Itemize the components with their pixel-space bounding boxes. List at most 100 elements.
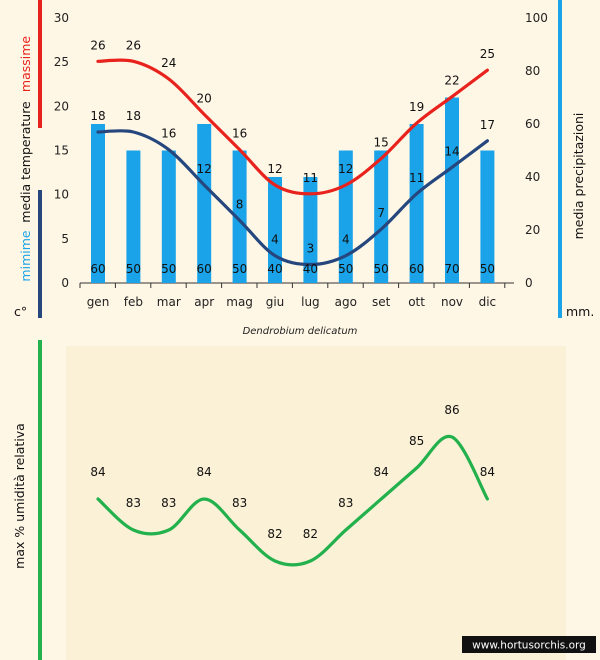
left-tick-label: 15 — [54, 144, 69, 158]
left-tick-label: 10 — [54, 188, 69, 202]
humidity-label: 84 — [480, 465, 495, 479]
min-temperature-label: 18 — [90, 109, 105, 123]
x-tick-label: mag — [226, 295, 253, 309]
x-tick-label: ott — [408, 295, 425, 309]
precipitation-label: 50 — [374, 262, 389, 276]
max-temperature-line — [96, 58, 489, 196]
x-tick-label: mar — [157, 295, 181, 309]
watermark: www.hortusorchis.org — [472, 640, 586, 652]
humidity-label: 85 — [409, 434, 424, 448]
min-temperature-label: 3 — [307, 242, 315, 256]
right-tick-label: 40 — [525, 170, 540, 184]
x-tick-label: set — [372, 295, 391, 309]
precipitation-bar — [126, 150, 141, 283]
humidity-panel-background — [66, 346, 566, 660]
precipitation-label: 50 — [161, 262, 176, 276]
x-tick-label: lug — [301, 295, 320, 309]
precipitation-label: 40 — [267, 262, 282, 276]
left-tick-label: 25 — [54, 55, 69, 69]
right-axis-color-bar — [558, 0, 562, 318]
chart-title: Dendrobium delicatum — [243, 326, 358, 337]
temperature-axis: 0 5 10 15 20 25 30 0 20 40 60 80 100 gen feb mar apr mag g… — [54, 11, 548, 309]
precipitation-bar — [232, 150, 247, 283]
left-tick-label: 20 — [54, 99, 69, 113]
left-tick-label: 5 — [61, 232, 69, 246]
precipitation-bar — [91, 124, 105, 283]
right-tick-label: 0 — [525, 276, 533, 290]
right-axis-title: media precipitazioni — [571, 113, 586, 240]
humidity-label: 83 — [338, 496, 353, 510]
humidity-label: 83 — [161, 496, 176, 510]
min-temperature-line — [96, 129, 489, 267]
min-temperature-label: 4 — [271, 233, 279, 247]
min-temperature-label: 17 — [480, 118, 495, 132]
precipitation-bar — [445, 97, 459, 283]
precipitation-label: 50 — [232, 262, 247, 276]
humidity-label: 86 — [444, 403, 459, 417]
left-axis-color-bar-min — [38, 190, 42, 318]
x-tick-label: apr — [194, 295, 214, 309]
precipitation-label: 70 — [444, 262, 459, 276]
humidity-chart: 84 83 83 84 83 82 82 83 84 85 86 84 — [90, 403, 495, 567]
max-temperature-label: 20 — [197, 91, 212, 105]
max-temperature-label: 12 — [338, 162, 353, 176]
precipitation-bar — [197, 124, 212, 283]
x-tick-label: giu — [266, 295, 285, 309]
right-tick-label: 100 — [525, 11, 548, 25]
x-tick-label: feb — [124, 295, 143, 309]
humidity-label: 82 — [303, 527, 318, 541]
precipitation-label: 60 — [90, 262, 105, 276]
precipitation-label: 50 — [126, 262, 141, 276]
humidity-label: 83 — [126, 496, 141, 510]
precipitation-bar — [161, 150, 176, 283]
max-temperature-label: 16 — [232, 127, 247, 141]
x-tick-label: gen — [87, 295, 110, 309]
min-temperature-label: 16 — [161, 127, 176, 141]
left-axis-title-max: massime — [18, 36, 33, 93]
max-temperature-label: 11 — [303, 171, 318, 185]
watermark-box — [462, 636, 596, 653]
min-temperature-label: 8 — [236, 197, 244, 211]
max-temperature-label: 22 — [444, 74, 459, 88]
humidity-axis-title: max % umidità relativa — [12, 423, 27, 569]
humidity-label: 83 — [232, 496, 247, 510]
left-tick-label: 30 — [54, 11, 69, 25]
left-tick-label: 0 — [61, 276, 69, 290]
precipitation-label: 50 — [480, 262, 495, 276]
precipitation-bar — [409, 124, 424, 283]
precipitation-bar — [374, 150, 389, 283]
left-axis-unit: c° — [14, 304, 27, 319]
precipitation-label: 60 — [409, 262, 424, 276]
max-temperature-label: 15 — [374, 136, 389, 150]
max-temperature-label: 26 — [126, 38, 141, 52]
precipitation-bar — [480, 150, 495, 283]
humidity-label: 82 — [267, 527, 282, 541]
left-axis-title-temperature: media temperature — [18, 101, 33, 223]
min-temperature-label: 14 — [444, 144, 459, 158]
humidity-line — [96, 434, 489, 567]
min-temperature-label: 7 — [377, 206, 385, 220]
left-axis-color-bar-max — [38, 0, 42, 128]
max-temperature-label: 24 — [161, 56, 176, 70]
left-axis-title-min: mimime — [18, 230, 33, 281]
temperature-lines — [96, 58, 489, 267]
precipitation-bar — [303, 177, 318, 283]
min-temperature-label: 12 — [197, 162, 212, 176]
max-temperature-label: 12 — [267, 162, 282, 176]
min-temperature-label: 11 — [409, 171, 424, 185]
max-temperature-label: 25 — [480, 47, 495, 61]
max-temperature-label: 19 — [409, 100, 424, 114]
x-tick-label: ago — [335, 295, 357, 309]
precipitation-label: 40 — [303, 262, 318, 276]
humidity-label: 84 — [197, 465, 212, 479]
max-temperature-label: 26 — [90, 38, 105, 52]
humidity-label: 84 — [374, 465, 389, 479]
min-temperature-label: 18 — [126, 109, 141, 123]
right-tick-label: 80 — [525, 64, 540, 78]
min-temperature-label: 4 — [342, 233, 350, 247]
x-tick-label: nov — [441, 295, 463, 309]
data-labels: 26 26 24 20 16 12 11 12 15 19 22 25 18 18 16 12 8 4 3 4 7 11 1… — [90, 38, 495, 276]
humidity-axis-color-bar — [38, 340, 42, 660]
precipitation-label: 60 — [197, 262, 212, 276]
